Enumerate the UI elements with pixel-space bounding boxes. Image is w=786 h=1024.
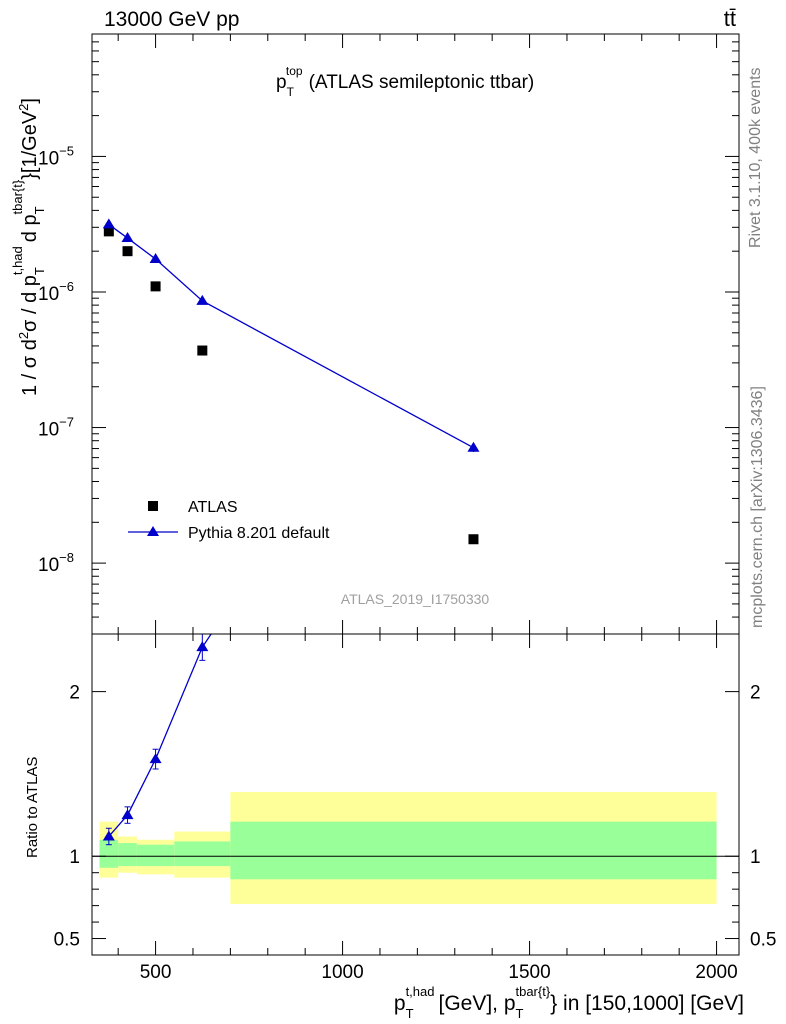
- ratio-y-axis-label: Ratio to ATLAS: [24, 757, 41, 858]
- atlas-point: [197, 345, 208, 356]
- atlas-point: [150, 281, 161, 292]
- ratio-y-tick-label-right: 2: [750, 683, 761, 704]
- ratio-pythia-point: [121, 809, 134, 820]
- ratio-pythia-point: [102, 830, 115, 841]
- pythia-point: [121, 232, 134, 243]
- ratio-pythia-point: [196, 641, 209, 652]
- ratio-y-tick-label: 2: [69, 683, 80, 704]
- atlas-point: [468, 534, 479, 545]
- pythia-point: [467, 441, 480, 452]
- pythia-line: [108, 223, 474, 449]
- pythia-point: [196, 294, 209, 305]
- ratio-inner-band: [174, 841, 231, 867]
- process-label: tt̄: [724, 6, 736, 31]
- y-tick-label: 10−7: [38, 415, 74, 441]
- main-panel: pTtop(ATLAS semileptonic ttbar) 10−8 10−7…: [10, 33, 740, 635]
- legend-pythia-label: Pythia 8.201 default: [188, 525, 330, 542]
- ratio-frame: [91, 633, 740, 956]
- x-tick-label: 1000: [321, 962, 363, 983]
- pythia-point: [149, 253, 162, 264]
- ratio-inner-band: [136, 844, 175, 867]
- legend: ATLAS Pythia 8.201 default: [128, 499, 330, 542]
- x-tick-label: 1500: [508, 962, 550, 983]
- pythia-point: [102, 218, 115, 229]
- y-tick-label: 10−5: [38, 143, 74, 169]
- ratio-inner-band: [118, 843, 137, 867]
- ratio-pythia-point: [149, 753, 162, 764]
- x-tick-label: 500: [140, 962, 172, 983]
- rivet-label: Rivet 3.1.10, 400k events: [747, 67, 764, 248]
- legend-atlas-marker: [148, 501, 158, 511]
- main-y-axis-label: 1 / σ d2σ / d pTt,hadd pTtbar{t}}[1/GeV2…: [10, 98, 47, 396]
- ratio-pythia-point: [467, 236, 479, 246]
- ratio-y-tick-label-right: 1: [750, 847, 761, 868]
- analysis-id: ATLAS_2019_I1750330: [341, 591, 490, 607]
- ratio-panel: 0.5 0.5 1 1 2 2 500 1000 1500 2000 Ratio to ATLAS…: [24, 236, 776, 1021]
- energy-label: 13000 GeV pp: [104, 8, 239, 31]
- mcplots-label: mcplots.cern.ch [arXiv:1306.3436]: [749, 386, 766, 628]
- y-tick-label: 10−8: [38, 550, 74, 576]
- main-frame: [91, 33, 740, 635]
- atlas-point: [103, 226, 114, 237]
- ratio-y-tick-label-right: 0.5: [750, 930, 776, 951]
- ratio-inner-band: [99, 839, 119, 868]
- atlas-point: [122, 246, 133, 257]
- x-tick-label: 2000: [695, 962, 737, 983]
- plot-title: pTtop(ATLAS semileptonic ttbar): [276, 64, 534, 99]
- y-tick-label: 10−6: [38, 279, 74, 305]
- ratio-y-tick-label: 1: [69, 847, 80, 868]
- x-axis-label: pTt,had[GeV], pTtbar{t}} in [150,1000] […: [394, 984, 744, 1021]
- legend-atlas-label: ATLAS: [188, 499, 238, 516]
- ratio-inner-band: [230, 821, 717, 880]
- y-axis-ticks: 10−8 10−7 10−6 10−5: [38, 33, 739, 635]
- legend-pythia-marker: [147, 526, 159, 536]
- ratio-y-tick-label: 0.5: [54, 930, 80, 951]
- ratio-axis-ticks: 0.5 0.5 1 1 2 2 500 1000 1500 2000: [54, 634, 776, 983]
